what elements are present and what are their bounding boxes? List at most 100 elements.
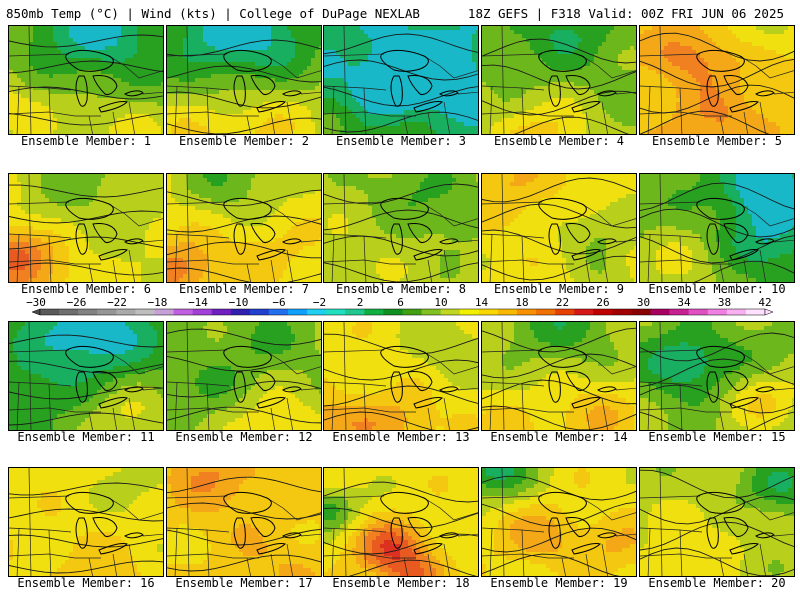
- state-border: [343, 468, 347, 576]
- isobar-contour: [324, 333, 478, 355]
- state-border: [167, 201, 228, 205]
- state-border: [16, 85, 20, 134]
- state-border: [482, 111, 574, 117]
- isobar-contour: [640, 332, 794, 362]
- state-border: [719, 411, 724, 430]
- colorbar-tick-label: −30: [26, 296, 46, 309]
- colorbar-tick-label: −2: [313, 296, 326, 309]
- state-border: [108, 497, 163, 521]
- temperature-field-map: [167, 26, 321, 134]
- ensemble-member-label: Ensemble Member: 13: [322, 430, 480, 444]
- colorbar-swatch: [345, 309, 365, 315]
- state-border: [443, 397, 451, 430]
- colorbar-swatch: [497, 309, 518, 315]
- colorbar-swatch: [326, 309, 346, 315]
- state-border: [16, 381, 20, 430]
- colorbar-swatch: [173, 309, 193, 315]
- great-lake-outline: [124, 238, 144, 245]
- state-border: [128, 397, 136, 430]
- colorbar-min-arrow: [31, 308, 41, 316]
- state-border: [501, 468, 505, 576]
- isobar-contour: [640, 182, 794, 212]
- great-lake-outline: [413, 543, 443, 555]
- state-border: [773, 533, 794, 537]
- great-lake-outline: [233, 223, 246, 255]
- state-border: [659, 26, 663, 134]
- great-lake-outline: [571, 543, 601, 555]
- ensemble-panel: [166, 321, 322, 431]
- great-lake-outline: [390, 517, 403, 549]
- ensemble-panel: [323, 467, 479, 577]
- state-border: [640, 495, 701, 499]
- great-lake-outline: [75, 75, 88, 107]
- state-border: [246, 557, 251, 576]
- isobar-contour: [694, 260, 794, 282]
- colorbar-swatch: [478, 309, 499, 315]
- ensemble-panel: [8, 25, 164, 135]
- great-lake-outline: [380, 49, 429, 72]
- state-border: [489, 527, 493, 576]
- isobar-contour: [482, 353, 636, 379]
- colorbar-swatch: [726, 309, 747, 315]
- state-border: [443, 543, 451, 576]
- state-border: [167, 553, 259, 559]
- isobar-contour: [640, 495, 794, 525]
- state-border: [88, 263, 93, 282]
- colorbar-swatch: [211, 309, 232, 315]
- colorbar-swatch: [707, 309, 728, 315]
- state-border: [331, 381, 335, 430]
- isobar-contour: [640, 547, 794, 576]
- state-border: [585, 259, 591, 282]
- state-border: [9, 495, 70, 499]
- state-border: [142, 239, 163, 243]
- isobar-contour: [324, 533, 478, 555]
- state-border: [343, 26, 347, 134]
- state-border: [343, 174, 347, 282]
- state-border: [489, 85, 493, 134]
- great-lake-outline: [755, 238, 775, 245]
- state-border: [759, 101, 767, 134]
- state-border: [482, 553, 574, 559]
- state-border: [457, 387, 478, 391]
- colorbar-tick-label: 18: [515, 296, 528, 309]
- state-border: [743, 407, 749, 430]
- colorbar-swatch: [135, 309, 155, 315]
- great-lake-outline: [250, 75, 276, 95]
- state-border: [427, 553, 433, 576]
- state-border: [640, 53, 701, 57]
- state-border: [581, 203, 636, 227]
- isobar-contour: [482, 255, 636, 281]
- isobar-contour: [9, 184, 163, 198]
- isobar-contour: [348, 559, 477, 576]
- state-border: [167, 111, 259, 117]
- state-border: [759, 543, 767, 576]
- state-border: [9, 553, 101, 559]
- great-lake-outline: [75, 517, 88, 549]
- state-border: [403, 263, 408, 282]
- state-border: [403, 411, 408, 430]
- ensemble-member-label: Ensemble Member: 16: [7, 576, 165, 590]
- state-border: [286, 249, 294, 282]
- ensemble-member-label: Ensemble Member: 6: [7, 282, 165, 296]
- state-border: [482, 495, 543, 499]
- temperature-field-map: [482, 468, 636, 576]
- colorbar-swatch: [192, 309, 213, 315]
- great-lake-outline: [223, 197, 272, 220]
- state-border: [773, 91, 794, 95]
- state-border: [28, 26, 32, 134]
- state-border: [457, 533, 478, 537]
- temperature-field-map: [167, 468, 321, 576]
- state-border: [501, 322, 505, 430]
- state-border: [343, 322, 347, 430]
- great-lake-outline: [98, 249, 128, 261]
- state-border: [640, 407, 732, 413]
- isobar-contour: [640, 469, 794, 499]
- colorbar-swatch: [421, 309, 441, 315]
- great-lake-outline: [597, 532, 617, 539]
- isobar-contour: [324, 209, 478, 231]
- isobar-contour: [167, 554, 321, 572]
- state-border: [324, 201, 385, 205]
- isobar-contour: [324, 262, 478, 282]
- colorbar-swatch: [268, 309, 289, 315]
- state-border: [300, 91, 321, 95]
